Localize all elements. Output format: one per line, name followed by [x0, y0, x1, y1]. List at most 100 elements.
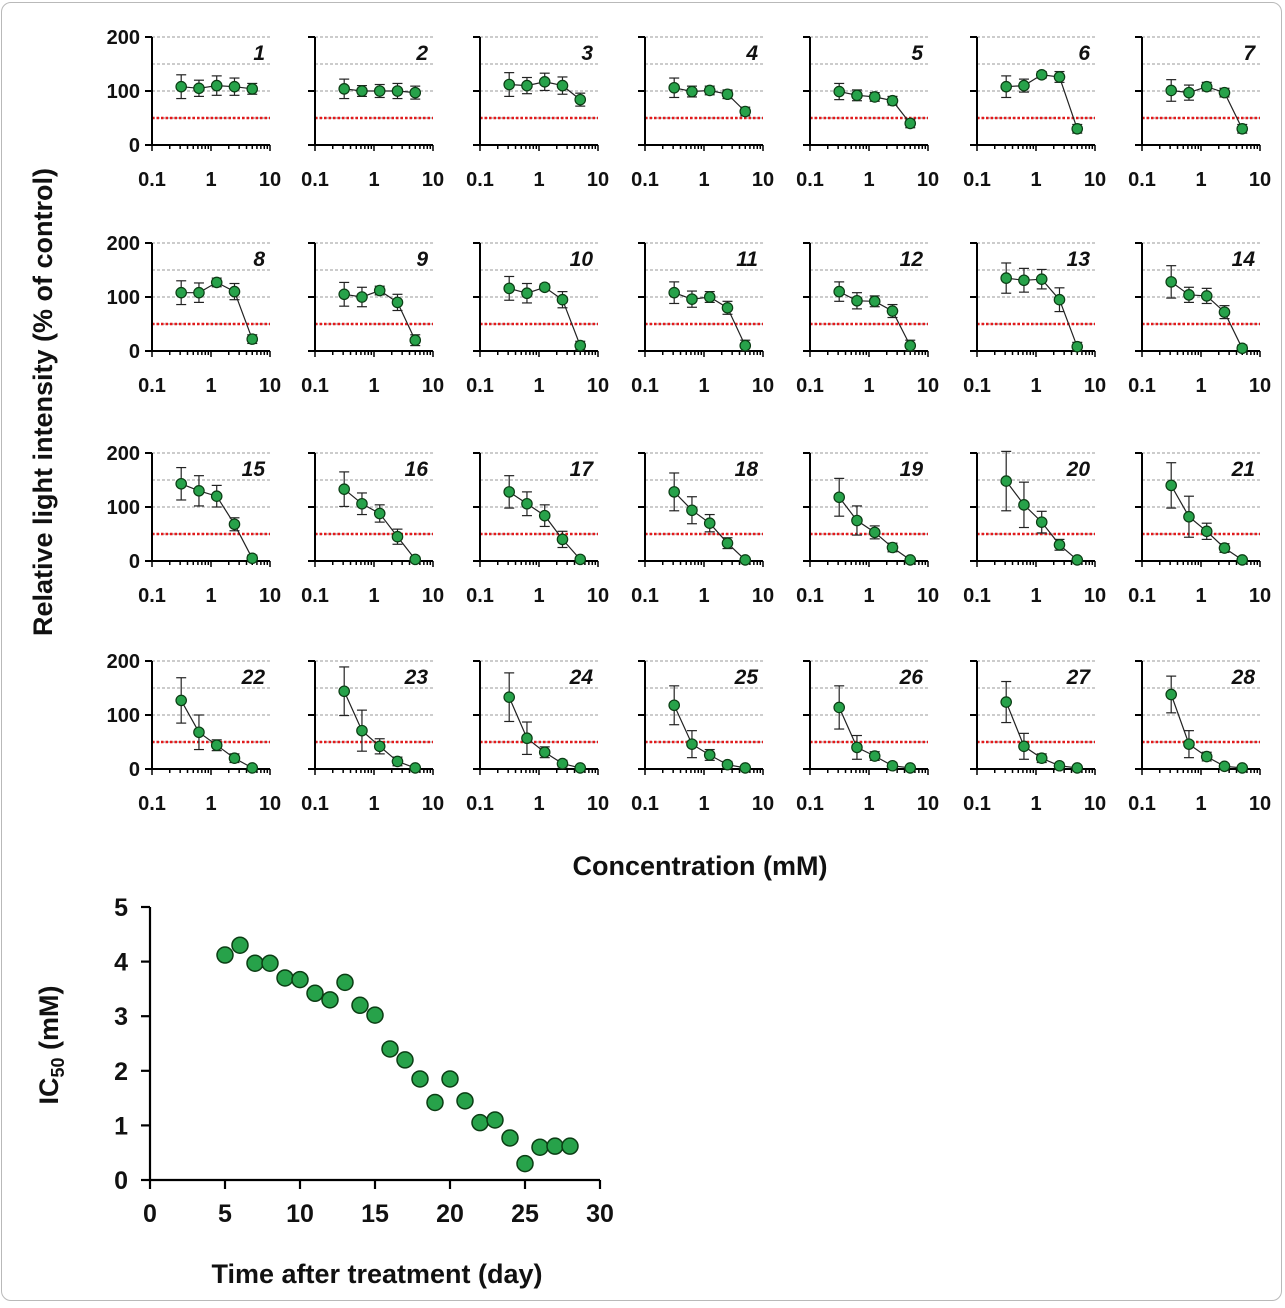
- data-point: [1018, 79, 1030, 92]
- panel-11: 0.1 1 10 11: [631, 242, 774, 397]
- x-tick-label: 0.1: [1128, 793, 1156, 815]
- data-point: [1183, 738, 1195, 750]
- data-point: [668, 699, 680, 712]
- ic50-x-tick-label: 10: [286, 1200, 314, 1228]
- panel-number: 5: [911, 42, 923, 65]
- panel-7: 0.1 1 10 7: [1128, 36, 1271, 191]
- data-point: [904, 339, 917, 352]
- ic50-data-point: [411, 1070, 429, 1088]
- data-point: [1018, 740, 1030, 753]
- x-tick-label: 1: [1030, 793, 1041, 815]
- data-point: [1053, 759, 1066, 772]
- x-tick-label: 1: [698, 169, 709, 191]
- x-tick-label: 0.1: [796, 793, 824, 815]
- panel-12: 0.1 1 10 12: [796, 242, 939, 397]
- x-tick-label: 0.1: [301, 169, 329, 191]
- x-tick-label: 1: [698, 793, 709, 815]
- x-tick-label: 10: [259, 169, 281, 191]
- y-tick-label: 200: [107, 651, 140, 673]
- x-tick-label: 0.1: [466, 793, 494, 815]
- x-tick-label: 10: [1084, 169, 1106, 191]
- data-point: [1035, 516, 1048, 528]
- y-tick-label: 100: [107, 287, 140, 309]
- data-point: [721, 758, 734, 771]
- data-point: [228, 285, 241, 298]
- x-tick-label: 10: [752, 793, 774, 815]
- data-point: [686, 738, 698, 750]
- data-point: [1183, 289, 1195, 301]
- x-tick-label: 0.1: [631, 585, 659, 607]
- ic50-data-point: [321, 991, 339, 1009]
- data-point: [521, 497, 533, 510]
- x-tick-label: 0.1: [466, 375, 494, 397]
- data-point: [904, 117, 917, 130]
- x-tick-label: 10: [259, 585, 281, 607]
- panel-number: 11: [736, 248, 758, 271]
- data-point: [556, 293, 569, 306]
- panel-2: 0.1 1 10 2: [301, 36, 444, 191]
- data-point: [1165, 479, 1177, 492]
- data-point: [503, 282, 515, 295]
- y-tick-label: 200: [107, 233, 140, 255]
- data-point: [668, 81, 680, 94]
- data-point: [668, 486, 680, 498]
- ic50-y-tick-label: 3: [114, 1003, 128, 1031]
- data-point: [703, 291, 716, 303]
- data-point: [210, 490, 223, 502]
- data-point: [1200, 80, 1213, 93]
- data-point: [356, 291, 368, 303]
- data-point: [1218, 760, 1231, 773]
- ic50-x-tick-label: 30: [586, 1200, 614, 1228]
- ic50-data-point: [231, 936, 249, 954]
- data-point: [851, 89, 863, 102]
- x-tick-label: 0.1: [796, 169, 824, 191]
- y-tick-label: 100: [107, 497, 140, 519]
- data-point: [1183, 510, 1195, 523]
- data-point: [739, 554, 752, 566]
- data-point: [851, 514, 863, 527]
- x-tick-label: 10: [587, 585, 609, 607]
- ic50-x-axis-title: Time after treatment (day): [211, 1259, 542, 1289]
- data-point: [1236, 123, 1249, 135]
- data-point: [193, 484, 205, 497]
- x-tick-label: 1: [1030, 169, 1041, 191]
- y-tick-label: 100: [107, 81, 140, 103]
- panel-13: 0.1 1 10 13: [963, 242, 1106, 397]
- data-point: [373, 284, 386, 297]
- ic50-data-point: [396, 1051, 414, 1069]
- ic50-ylabel-subscript: 50: [48, 1057, 68, 1077]
- panel-27: 0.1 1 10 27: [963, 660, 1106, 815]
- panel-number: 27: [1066, 666, 1092, 689]
- ic50-y-tick-label: 0: [114, 1167, 128, 1195]
- x-tick-label: 1: [533, 375, 544, 397]
- data-point: [356, 724, 368, 737]
- y-tick-label: 0: [129, 551, 140, 573]
- panel-number: 21: [1231, 458, 1255, 481]
- x-tick-label: 1: [205, 585, 216, 607]
- ic50-x-tick-label: 5: [218, 1200, 232, 1228]
- ic50-data-point: [501, 1129, 519, 1147]
- data-point: [686, 504, 698, 517]
- y-tick-label: 0: [129, 135, 140, 157]
- data-point: [886, 305, 899, 317]
- data-point: [886, 94, 899, 107]
- data-point: [228, 752, 241, 764]
- data-point: [1053, 293, 1066, 306]
- data-point: [1071, 340, 1084, 353]
- panel-9: 0.1 1 10 9: [301, 242, 444, 397]
- data-point: [721, 537, 734, 549]
- data-point: [1035, 752, 1048, 764]
- ic50-y-tick-label: 1: [114, 1112, 128, 1140]
- x-tick-label: 0.1: [631, 169, 659, 191]
- data-point: [574, 339, 587, 352]
- panel-18: 0.1 1 10 18: [631, 452, 774, 607]
- x-tick-label: 10: [587, 375, 609, 397]
- data-point: [1018, 499, 1030, 511]
- x-tick-label: 10: [422, 169, 444, 191]
- panel-number: 9: [416, 248, 428, 271]
- x-tick-label: 1: [1195, 585, 1206, 607]
- x-tick-label: 1: [205, 169, 216, 191]
- x-tick-label: 1: [1195, 793, 1206, 815]
